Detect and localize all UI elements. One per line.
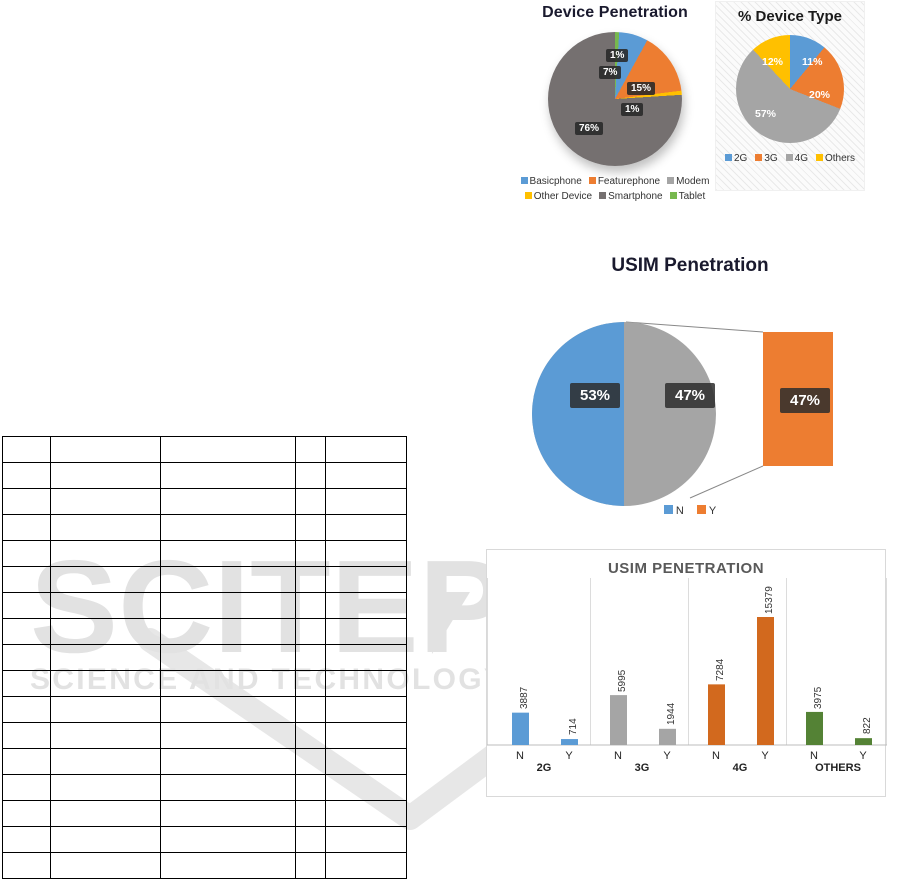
svg-text:15379: 15379 xyxy=(764,586,775,614)
svg-text:Y: Y xyxy=(565,750,573,762)
svg-text:4G: 4G xyxy=(733,762,748,774)
svg-text:3975: 3975 xyxy=(813,686,824,709)
svg-text:N: N xyxy=(614,750,622,762)
svg-text:N: N xyxy=(712,750,720,762)
svg-text:Y: Y xyxy=(663,750,671,762)
svg-text:5995: 5995 xyxy=(617,669,628,692)
svg-text:3887: 3887 xyxy=(519,686,530,709)
svg-text:1944: 1944 xyxy=(666,702,677,725)
svg-text:N: N xyxy=(516,750,524,762)
svg-text:7284: 7284 xyxy=(715,658,726,681)
svg-text:714: 714 xyxy=(568,718,579,735)
svg-text:822: 822 xyxy=(862,717,873,734)
svg-text:Y: Y xyxy=(761,750,769,762)
svg-text:N: N xyxy=(810,750,818,762)
svg-text:Y: Y xyxy=(859,750,867,762)
svg-text:3G: 3G xyxy=(635,762,650,774)
svg-text:OTHERS: OTHERS xyxy=(815,762,861,774)
svg-text:2G: 2G xyxy=(537,762,552,774)
